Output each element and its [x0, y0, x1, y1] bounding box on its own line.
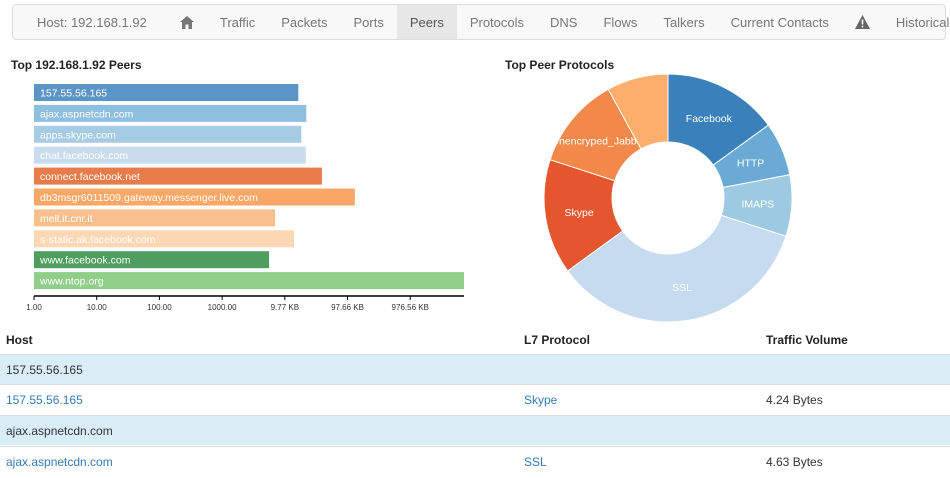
peer-bar[interactable]: apps.skype.com [34, 125, 302, 143]
peer-bar-label: 157.55.56.165 [40, 88, 107, 100]
volume-column-header: Traffic Volume [766, 333, 848, 347]
group-host: ajax.aspnetcdn.com [6, 424, 113, 438]
table-header: Host L7 Protocol Traffic Volume [0, 326, 950, 356]
peer-bar-label: db3msgr6011509.gateway.messenger.live.co… [40, 192, 258, 204]
warning-icon [854, 15, 870, 29]
x-tick-label: 1.00 [26, 303, 42, 312]
tab-current-contacts[interactable]: Current Contacts [730, 14, 829, 30]
peer-bar-label: connect.facebook.net [40, 171, 140, 183]
protocol-link[interactable]: SSL [524, 455, 547, 469]
protocol-link[interactable]: Skype [524, 393, 558, 407]
peer-bar[interactable]: www.ntop.org [34, 272, 464, 290]
protocol-slice-label: HTTP [737, 157, 764, 169]
tab-flows[interactable]: Flows [603, 14, 638, 30]
protocol-slice-label: SSL [672, 282, 692, 294]
peers-chart-title: Top 192.168.1.92 Peers [11, 58, 142, 72]
protocol-slice[interactable] [566, 214, 787, 323]
tab-talkers[interactable]: Talkers [663, 14, 705, 30]
protocol-slice-label: Facebook [686, 113, 733, 125]
group-host: 157.55.56.165 [6, 363, 83, 377]
tab-traffic[interactable]: Traffic [219, 14, 256, 30]
peers-bar-chart: 157.55.56.165 ajax.aspnetcdn.com apps.skyp… [26, 84, 464, 312]
peer-bar[interactable]: chat.facebook.com [34, 146, 306, 164]
x-tick-label: 1000.00 [208, 303, 237, 312]
peer-bar-label: chat.facebook.com [40, 150, 128, 162]
host-link[interactable]: ajax.aspnetcdn.com [6, 455, 113, 469]
home-nav-item[interactable] [167, 5, 207, 39]
peer-bar[interactable]: ajax.aspnetcdn.com [34, 104, 307, 122]
group-row: ajax.aspnetcdn.com [0, 415, 950, 445]
group-row: 157.55.56.165 [0, 354, 950, 384]
navbar: Host: 192.168.1.92 Traffic Packets Ports… [12, 4, 949, 40]
host-column-header: Host [6, 333, 33, 347]
peer-bar[interactable]: www.facebook.com [34, 251, 270, 269]
peer-bar-label: apps.skype.com [40, 129, 116, 141]
protocol-column-header: L7 Protocol [524, 333, 591, 347]
home-icon [179, 15, 194, 29]
tab-dns[interactable]: DNS [550, 14, 578, 30]
peer-bar-label: ajax.aspnetcdn.com [40, 108, 134, 120]
host-link[interactable]: 157.55.56.165 [6, 393, 83, 407]
x-tick-label: 100.00 [147, 303, 172, 312]
table-row: 157.55.56.165 Skype 4.24 Bytes [0, 384, 950, 414]
tab-packets[interactable]: Packets [281, 14, 328, 30]
protocol-slice[interactable] [607, 73, 669, 150]
traffic-volume: 4.24 Bytes [766, 393, 823, 407]
traffic-volume: 4.63 Bytes [766, 455, 823, 469]
peer-bar[interactable]: mell.it.cnr.it [34, 209, 276, 227]
peer-bar-label: www.facebook.com [39, 255, 131, 267]
peer-bar[interactable]: connect.facebook.net [34, 167, 322, 185]
tab-protocols[interactable]: Protocols [469, 14, 525, 30]
peer-bar-label: mell.it.cnr.it [40, 213, 93, 225]
x-tick-label: 10.00 [87, 303, 108, 312]
tab-peers[interactable]: Peers [396, 5, 457, 39]
protocol-slice-label: Unencryped_Jabber [551, 136, 646, 148]
x-tick-label: 97.66 KB [331, 303, 364, 312]
protocol-slice-label: IMAPS [741, 199, 774, 211]
peer-bar-label: s-static.ak.facebook.com [40, 234, 156, 246]
x-tick-label: 9.77 KB [271, 303, 299, 312]
tab-ports[interactable]: Ports [353, 14, 384, 30]
peer-bar[interactable]: s-static.ak.facebook.com [34, 230, 294, 248]
table-row: ajax.aspnetcdn.com SSL 4.63 Bytes [0, 446, 950, 476]
tab-historical[interactable]: Historical [895, 14, 950, 30]
peer-bar-label: www.ntop.org [39, 276, 104, 288]
peer-bar[interactable]: 157.55.56.165 [34, 84, 299, 101]
peer-bar[interactable]: db3msgr6011509.gateway.messenger.live.co… [34, 188, 355, 206]
x-tick-label: 976.56 KB [392, 303, 429, 312]
protocols-donut-chart: Facebook HTTP IMAPS SSL Skype Unencryped_Jabb… [543, 73, 793, 323]
protocol-slice-label: Skype [565, 207, 594, 219]
alerts-nav-item[interactable] [842, 5, 883, 39]
host-label: Host: 192.168.1.92 [37, 14, 147, 30]
protocols-chart-title: Top Peer Protocols [505, 58, 615, 72]
